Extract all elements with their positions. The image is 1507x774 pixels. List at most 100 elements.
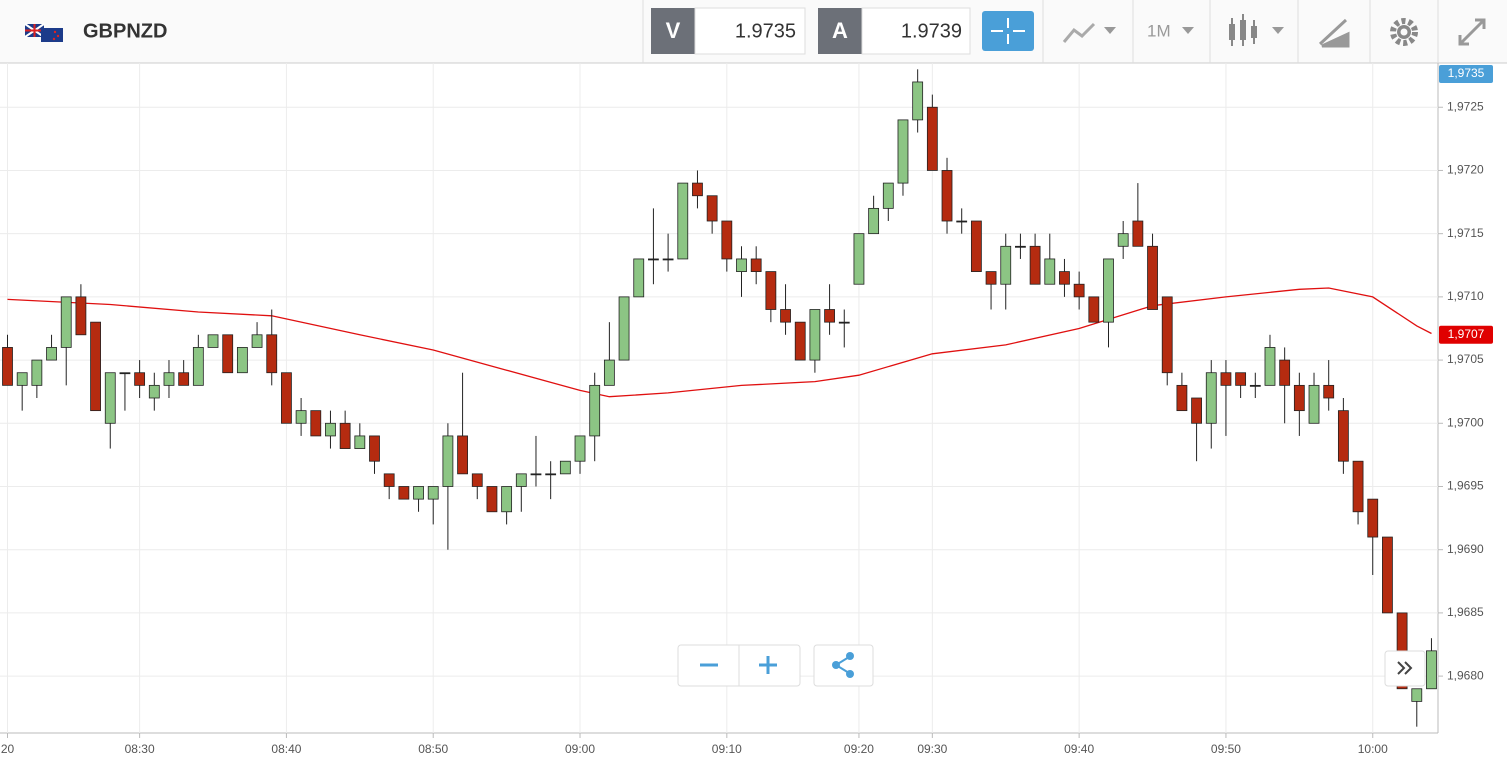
fullscreen-icon[interactable] [1458, 18, 1486, 46]
candle-body [31, 359, 43, 386]
symbol: GBPNZD [83, 20, 167, 42]
candle-body [251, 334, 263, 348]
candle-body [457, 435, 468, 475]
plot: 1,9680 1,9685 1,9690 1,9695 1,9700 1,9705 1,97… [0, 63, 1493, 756]
candle-body [354, 435, 366, 449]
x-tick-label: 08:40 [271, 742, 301, 756]
zoom-in[interactable] [759, 656, 777, 674]
crosshair-button[interactable] [982, 11, 1034, 51]
candle-body [1337, 410, 1349, 462]
ask-price: 1.9739 [901, 20, 962, 42]
candle-body [104, 372, 116, 424]
bid-price: 1.9735 [735, 20, 796, 42]
candle-body [794, 321, 806, 361]
candle-body [90, 321, 101, 412]
x-tick-label: 09:40 [1064, 742, 1094, 756]
candle-body [956, 220, 968, 223]
y-tick-label: 1,9715 [1447, 226, 1484, 240]
candle-body [398, 486, 410, 500]
candle-body [207, 334, 219, 348]
y-tick-label: 1,9680 [1447, 668, 1484, 682]
candle-body [1279, 359, 1291, 386]
candle-body [222, 334, 234, 374]
candle-body [824, 309, 835, 323]
price-tag-label: 1,9735 [1448, 66, 1485, 80]
candle-body [1015, 245, 1026, 248]
candle-body [882, 182, 894, 209]
candles-icon[interactable] [1229, 14, 1257, 46]
candle-body [442, 435, 454, 487]
candle-body [545, 473, 557, 476]
candle-body [501, 486, 513, 513]
settings-icon-hole [1400, 28, 1408, 36]
candle-body [603, 359, 615, 386]
x-tick-label: 09:30 [917, 742, 947, 756]
candle-body [339, 422, 351, 449]
moving-average [7, 287, 1432, 398]
zoom-controls [677, 644, 1426, 687]
candle-body [1029, 245, 1041, 285]
candle-body [1073, 283, 1085, 298]
candle-body [46, 347, 57, 361]
scroll-end-button[interactable] [1384, 650, 1426, 687]
candle-body [809, 309, 821, 361]
bid-button[interactable] [651, 8, 695, 54]
y-tick-label: 1,9720 [1447, 163, 1484, 177]
candle-body [1220, 372, 1232, 386]
share-button[interactable] [813, 644, 874, 687]
candle-body [515, 473, 527, 487]
candle-body [721, 220, 733, 260]
x-tick-label: 09:10 [712, 742, 742, 756]
x-tick-label: 09:00 [565, 742, 595, 756]
candle-body [985, 271, 997, 285]
candle-body [589, 384, 601, 437]
candle-body [2, 347, 13, 386]
candle-body [427, 486, 439, 500]
scroll-end-icon [1397, 661, 1413, 675]
candle-body [868, 207, 880, 235]
candle-body [897, 119, 909, 184]
chart-type-icon[interactable] [1062, 22, 1096, 43]
candle-body [618, 296, 630, 361]
candle-body [295, 410, 307, 424]
candle-body [1103, 258, 1114, 323]
candle-body [163, 372, 175, 386]
candle-body [692, 182, 703, 197]
x-tick-label: 08:30 [125, 742, 155, 756]
candle-body [648, 258, 659, 261]
price-tag [1439, 65, 1493, 83]
crosshair-icon [991, 18, 1025, 44]
candle-body [1205, 372, 1217, 424]
share-dot [846, 670, 854, 678]
candle-body [119, 372, 131, 375]
candle-body [1088, 296, 1100, 323]
candle-body [236, 347, 248, 374]
candle-body [574, 435, 586, 462]
toolbar: GBPNZD V 1.9735 A 1.9739 1M [0, 0, 1507, 64]
x-tick-label: 09:50 [1211, 742, 1241, 756]
timeframe[interactable]: 1M [1147, 21, 1171, 40]
candle-body [1382, 536, 1393, 614]
draw-icon[interactable] [1318, 18, 1350, 48]
price-tag [1439, 325, 1493, 344]
ask-box[interactable] [861, 7, 971, 55]
candle-body [1293, 384, 1305, 412]
candle-body [1367, 498, 1379, 538]
candle-body [1323, 384, 1335, 399]
bid-box[interactable] [694, 7, 806, 55]
candle-body [325, 422, 336, 437]
candle-body [148, 384, 160, 399]
candle-body [60, 296, 72, 348]
settings-icon[interactable] [1390, 18, 1418, 46]
x-tick-label: 09:20 [844, 742, 874, 756]
candle-body [853, 233, 865, 285]
ask-button[interactable] [818, 8, 862, 54]
x-tick-label: 20 [1, 742, 15, 756]
price-tag-label: 1,9707 [1448, 327, 1485, 341]
candle-body [192, 347, 204, 386]
share-dot [846, 652, 854, 660]
candle-body [706, 195, 718, 222]
candle-body [134, 372, 146, 386]
candle-body [1117, 233, 1129, 247]
x-tick-label: 10:00 [1358, 742, 1388, 756]
